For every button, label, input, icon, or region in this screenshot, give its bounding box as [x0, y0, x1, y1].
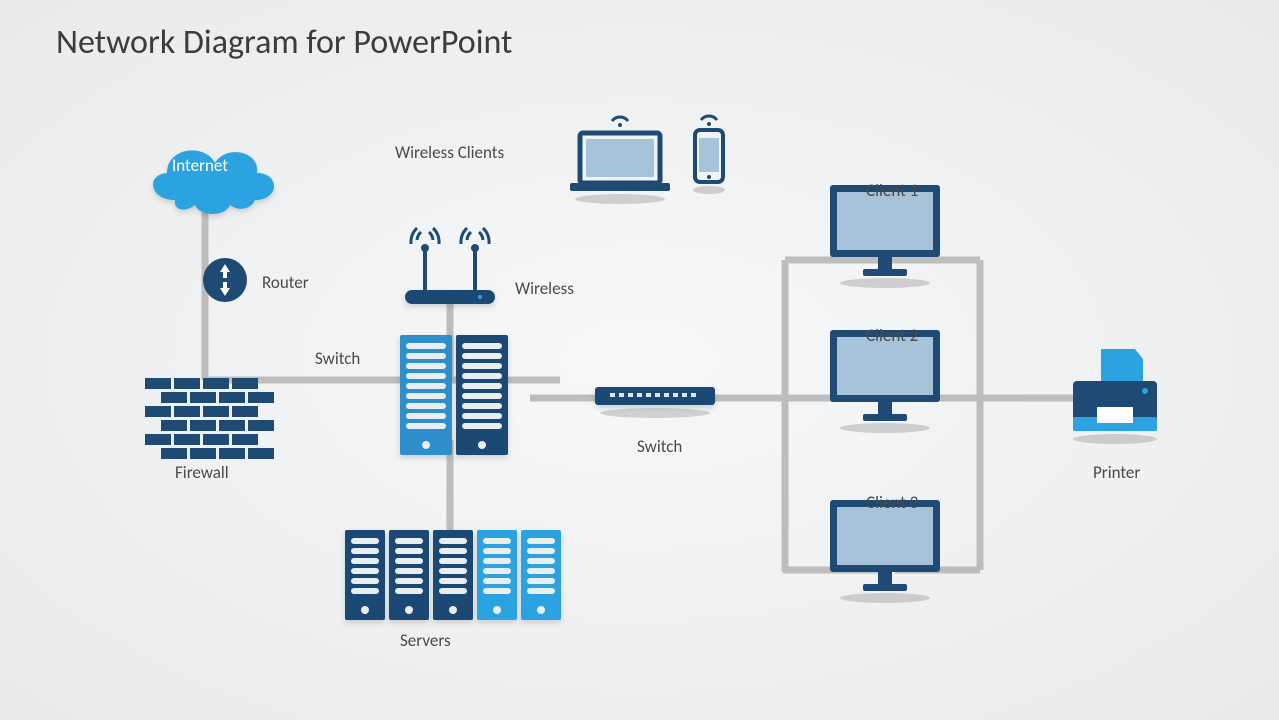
label-wireless: Wireless — [515, 278, 574, 299]
diagram-svg — [0, 0, 1279, 720]
router-icon — [203, 258, 247, 302]
label-client1: Client 1 — [866, 180, 918, 201]
laptop-icon — [570, 117, 670, 204]
servers-bottom-icon — [345, 530, 561, 620]
label-switch_label: Switch — [315, 348, 360, 369]
label-client3: Client 3 — [866, 492, 918, 513]
label-switch2: Switch — [637, 436, 682, 457]
printer-icon — [1073, 349, 1157, 444]
label-client2: Client 2 — [866, 325, 918, 346]
servers-top-icon — [400, 335, 508, 455]
firewall-icon — [145, 378, 274, 459]
client3-icon — [830, 500, 940, 603]
label-wireless_clients: Wireless Clients — [395, 142, 504, 163]
wireless-icon — [405, 228, 495, 304]
label-firewall: Firewall — [175, 462, 229, 483]
label-printer: Printer — [1093, 462, 1140, 483]
label-router: Router — [262, 272, 309, 293]
switch-icon — [595, 387, 715, 418]
label-servers: Servers — [400, 630, 451, 651]
smartphone-icon — [693, 116, 725, 194]
label-internet: Internet — [172, 155, 228, 176]
diagram-stage: Network Diagram for PowerPoint InternetR… — [0, 0, 1279, 720]
